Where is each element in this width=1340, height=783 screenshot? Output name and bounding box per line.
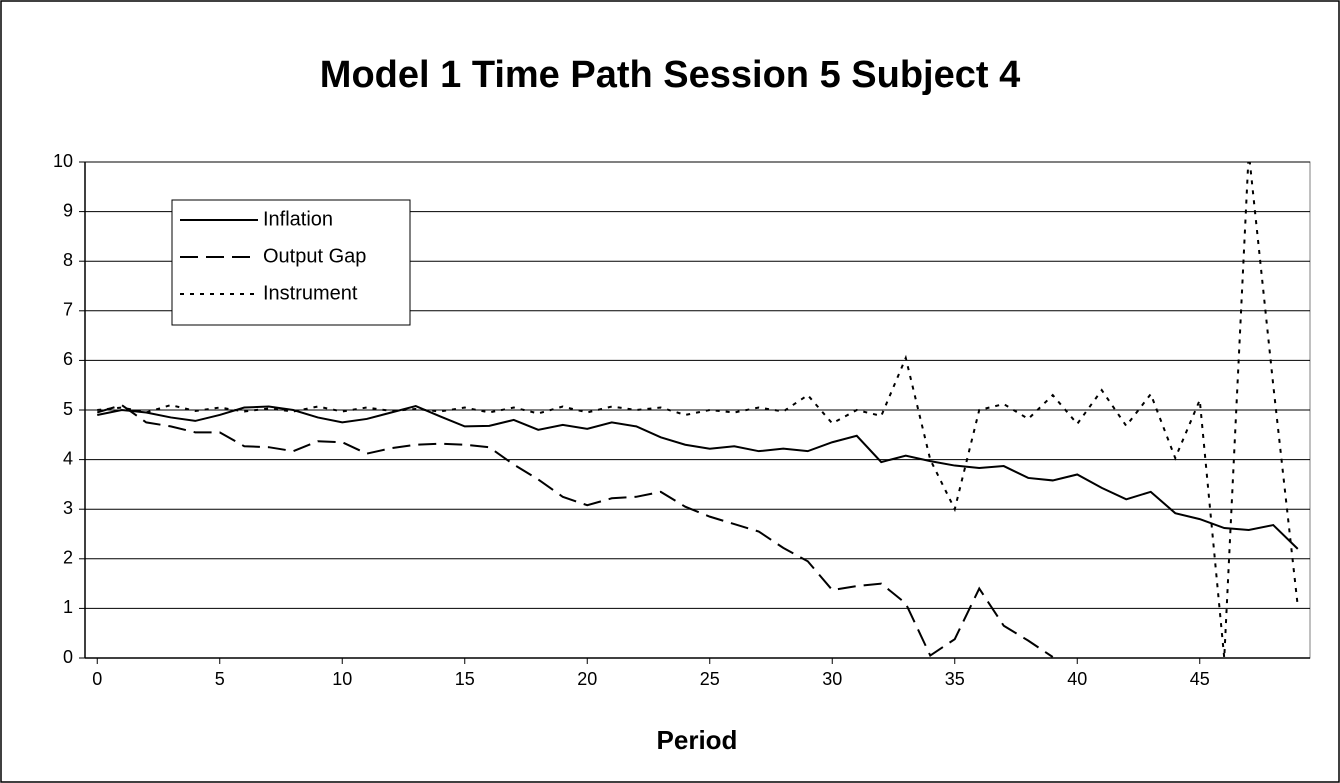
y-tick-label: 1 xyxy=(63,597,73,617)
chart-title: Model 1 Time Path Session 5 Subject 4 xyxy=(320,54,1020,96)
series-line xyxy=(96,403,1054,658)
x-tick-label: 40 xyxy=(1067,669,1087,689)
y-tick-label: 3 xyxy=(63,498,73,518)
plot-lines xyxy=(96,162,1299,658)
x-tick-label: 35 xyxy=(945,669,965,689)
x-tick-label: 25 xyxy=(700,669,720,689)
legend-label: Instrument xyxy=(263,282,358,304)
legend-label: Output Gap xyxy=(263,245,366,267)
x-tick-label: 10 xyxy=(332,669,352,689)
x-tick-label: 20 xyxy=(577,669,597,689)
x-tick-label: 45 xyxy=(1190,669,1210,689)
x-tick-label: 15 xyxy=(455,669,475,689)
y-tick-label: 2 xyxy=(63,548,73,568)
y-tick-label: 6 xyxy=(63,349,73,369)
y-tick-label: 9 xyxy=(63,200,73,220)
y-tick-label: 8 xyxy=(63,250,73,270)
y-tick-label: 4 xyxy=(63,448,73,468)
x-tick-label: 0 xyxy=(92,669,102,689)
x-axis-label: Period xyxy=(657,725,738,755)
x-tick-label: 30 xyxy=(822,669,842,689)
y-tick-label: 5 xyxy=(63,399,73,419)
y-tick-label: 7 xyxy=(63,300,73,320)
series-line xyxy=(97,162,1299,658)
y-tick-label: 10 xyxy=(53,151,73,171)
legend-label: Inflation xyxy=(263,208,333,230)
x-tick-label: 5 xyxy=(215,669,225,689)
y-tick-label: 0 xyxy=(63,647,73,667)
